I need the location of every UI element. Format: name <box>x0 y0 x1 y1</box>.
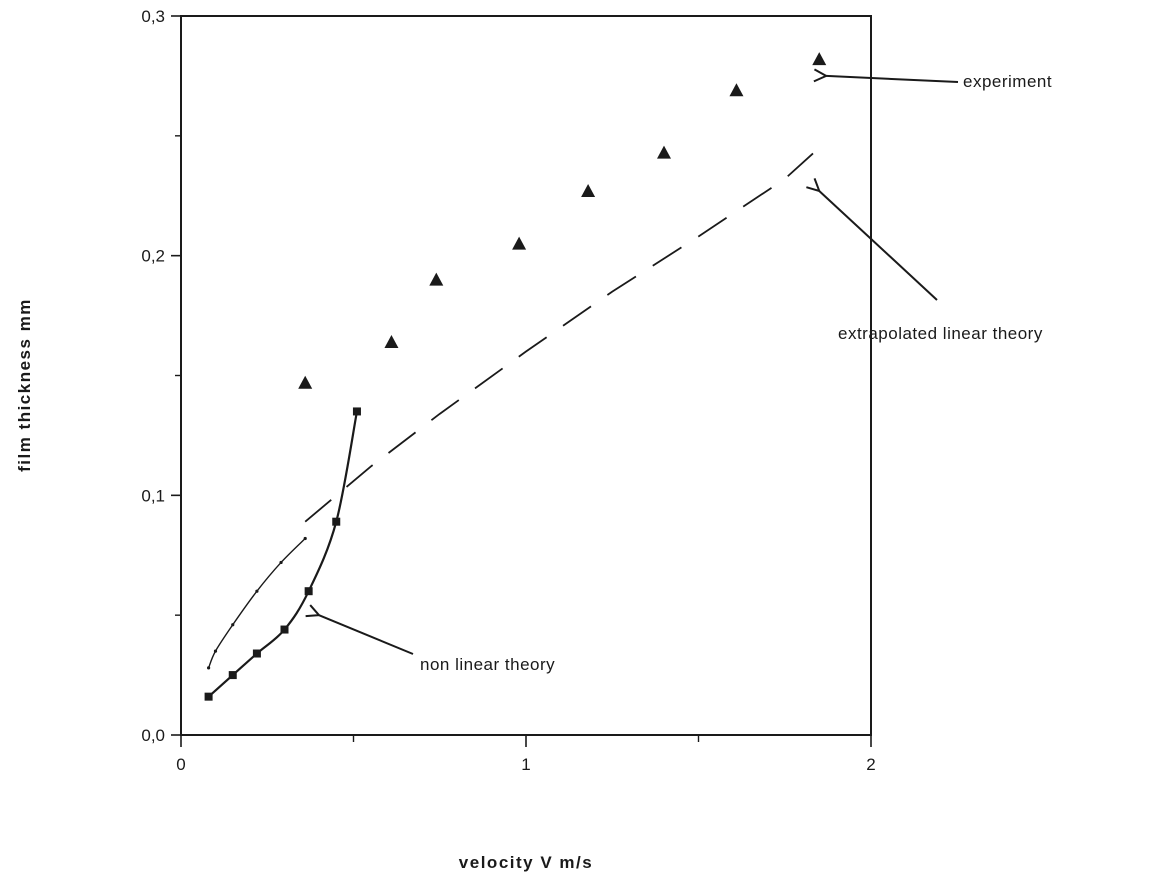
x-tick-label: 0 <box>176 755 185 774</box>
y-tick-label: 0,3 <box>141 7 165 26</box>
linear-theory-point <box>231 623 235 627</box>
axis-ticks <box>171 15 872 747</box>
nonlinear-theory-point <box>332 517 341 526</box>
linear-theory-point <box>255 589 259 593</box>
nonlinear-theory-point <box>252 649 261 658</box>
series-layer <box>204 52 827 701</box>
annotation-layer: experiment extrapolated linear theory non … <box>319 72 1052 674</box>
y-tick-label: 0,0 <box>141 726 165 745</box>
linear-theory-point <box>303 536 307 541</box>
annotation-arrow <box>826 76 959 83</box>
nonlinear-theory-curve <box>207 411 359 698</box>
nonlinear-theory-point <box>228 671 237 680</box>
x-tick-label: 2 <box>866 755 875 774</box>
experiment-point <box>429 272 444 286</box>
linear-theory-point <box>279 560 283 565</box>
nonlinear-theory-point <box>304 587 313 596</box>
experiment-point <box>812 52 827 66</box>
annotation-label: experiment <box>963 72 1052 91</box>
annotation-arrow <box>819 191 938 301</box>
experiment-point <box>657 145 671 159</box>
nonlinear-theory-point <box>352 407 361 416</box>
linear-theory-point <box>213 649 218 653</box>
x-tick-label: 1 <box>521 755 530 774</box>
experiment-point <box>384 334 399 348</box>
annotation-label: extrapolated linear theory <box>838 324 1043 343</box>
experiment-point <box>298 375 313 389</box>
linear-theory-line <box>304 147 820 523</box>
nonlinear-theory-point <box>204 692 213 701</box>
y-axis-title: film thickness mm <box>15 298 34 472</box>
experiment-point <box>512 236 527 250</box>
experiment-point <box>729 83 744 97</box>
axis-tick-labels: 0 1 2 0,0 0,1 0,2 0,3 <box>141 7 875 774</box>
y-tick-label: 0,1 <box>141 486 165 505</box>
nonlinear-theory-point <box>280 625 289 634</box>
annotation-label: non linear theory <box>420 655 555 674</box>
annotation-arrow <box>319 615 414 655</box>
experiment-point <box>581 183 596 197</box>
x-axis-title: velocity V m/s <box>459 853 593 872</box>
y-tick-label: 0,2 <box>141 247 165 266</box>
linear-theory-point <box>207 666 211 670</box>
linear-theory-curve <box>207 537 306 669</box>
